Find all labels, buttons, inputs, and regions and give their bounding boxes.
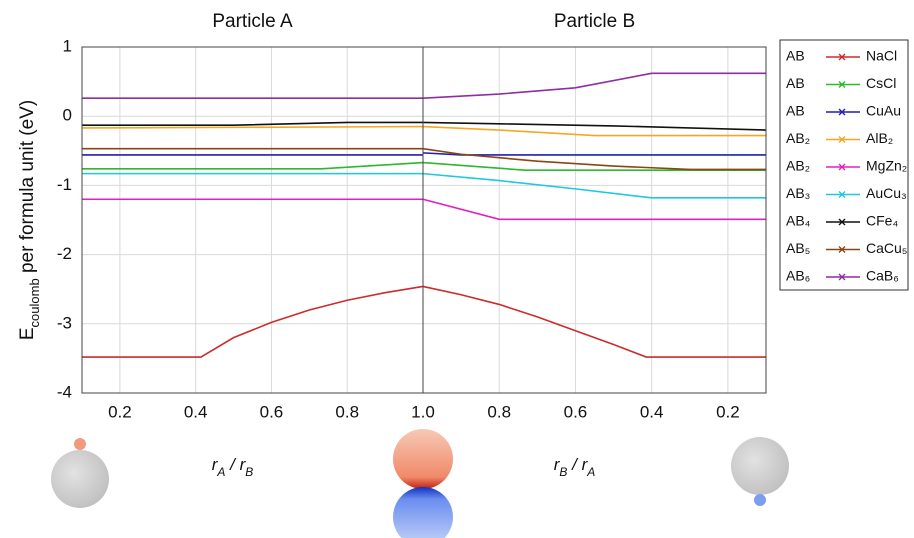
legend-prefix: AB <box>786 103 805 119</box>
series-line <box>422 285 766 358</box>
legend-label: CuAu <box>866 103 901 119</box>
legend-prefix: AB₅ <box>786 240 810 256</box>
legend-marker <box>838 191 846 198</box>
x-axis-label-part: r <box>554 455 561 474</box>
series-line <box>422 198 766 221</box>
large-particle <box>731 437 789 495</box>
y-tick-label: -3 <box>57 313 72 332</box>
legend-marker <box>838 246 846 253</box>
series-line <box>82 121 423 126</box>
y-tick-label: -4 <box>57 382 72 401</box>
series-line <box>422 72 766 100</box>
x-axis-label-part: r <box>240 455 247 474</box>
legend-label: MgZn₂ <box>866 158 907 174</box>
x-tick-label: 0.6 <box>564 402 588 421</box>
y-axis-label-part: per formula unit (eV) <box>17 100 38 278</box>
series-line <box>422 125 766 137</box>
x-axis-label-part: / <box>225 455 239 474</box>
particle-blue <box>393 487 453 538</box>
legend-label: AuCu₃ <box>866 185 907 201</box>
x-axis-label: rA / rB <box>212 455 254 479</box>
small-particle <box>754 494 766 506</box>
x-axis-label-part: B <box>559 465 567 479</box>
x-axis-label-part: r <box>212 455 219 474</box>
legend-marker <box>838 163 846 171</box>
legend-label: CaCu₅ <box>866 240 907 256</box>
panel-title: Particle A <box>212 11 293 32</box>
legend-prefix: AB₃ <box>786 185 810 201</box>
legend-marker <box>838 273 846 281</box>
legend-label: CFe₄ <box>866 213 898 229</box>
y-tick-label: -1 <box>57 175 72 194</box>
x-tick-label: 0.4 <box>184 402 208 421</box>
x-tick-label: 0.2 <box>108 402 132 421</box>
x-tick-label: 0.8 <box>487 402 511 421</box>
y-axis-label: Ecoulomb per formula unit (eV) <box>17 100 42 340</box>
legend-prefix: AB₄ <box>786 213 811 229</box>
legend-marker <box>838 53 846 61</box>
x-tick-label: 0.8 <box>335 402 359 421</box>
series-line <box>422 152 766 156</box>
large-particle <box>51 450 109 508</box>
x-axis-label-part: A <box>216 465 225 479</box>
legend-marker <box>838 218 846 226</box>
series-line <box>422 161 766 171</box>
legend-prefix: AB₆ <box>786 268 810 284</box>
particle-icons <box>51 429 789 538</box>
legend-prefix: AB₂ <box>786 158 810 174</box>
legend-marker <box>838 81 846 88</box>
plot-frame <box>422 46 767 394</box>
legend-prefix: AB <box>786 48 805 64</box>
x-axis-label-part: A <box>586 465 595 479</box>
y-axis-label-part: E <box>17 327 38 340</box>
series-line <box>82 285 424 358</box>
series-line <box>422 172 766 199</box>
x-tick-label: 0.4 <box>640 402 664 421</box>
legend-marker <box>838 108 846 116</box>
series-line <box>422 147 766 171</box>
y-axis-label-part: coulomb <box>27 278 42 327</box>
legend-label: AlB₂ <box>866 130 893 146</box>
series-line <box>422 121 767 131</box>
y-tick-label: 0 <box>63 106 72 125</box>
series-line <box>82 161 424 170</box>
x-tick-label: 0.2 <box>716 402 740 421</box>
legend-prefix: AB <box>786 75 805 91</box>
particle-red <box>393 429 453 489</box>
x-axis-label-part: B <box>245 465 253 479</box>
y-tick-label: -2 <box>57 244 72 263</box>
legend-label: CaB₆ <box>866 268 899 284</box>
series-line <box>81 125 424 129</box>
x-tick-label: 1.0 <box>411 402 435 421</box>
legend-prefix: AB₂ <box>786 130 810 146</box>
x-tick-label: 0.6 <box>260 402 284 421</box>
x-axis-label: rB / rA <box>554 455 596 479</box>
panel-title: Particle B <box>554 11 635 32</box>
small-particle <box>74 438 86 450</box>
legend-label: NaCl <box>866 48 897 64</box>
x-axis-label-part: / <box>567 455 581 474</box>
legend-marker <box>838 136 846 143</box>
legend-label: CsCl <box>866 75 896 91</box>
x-axis-label-part: r <box>582 455 589 474</box>
y-tick-label: 1 <box>63 36 72 55</box>
